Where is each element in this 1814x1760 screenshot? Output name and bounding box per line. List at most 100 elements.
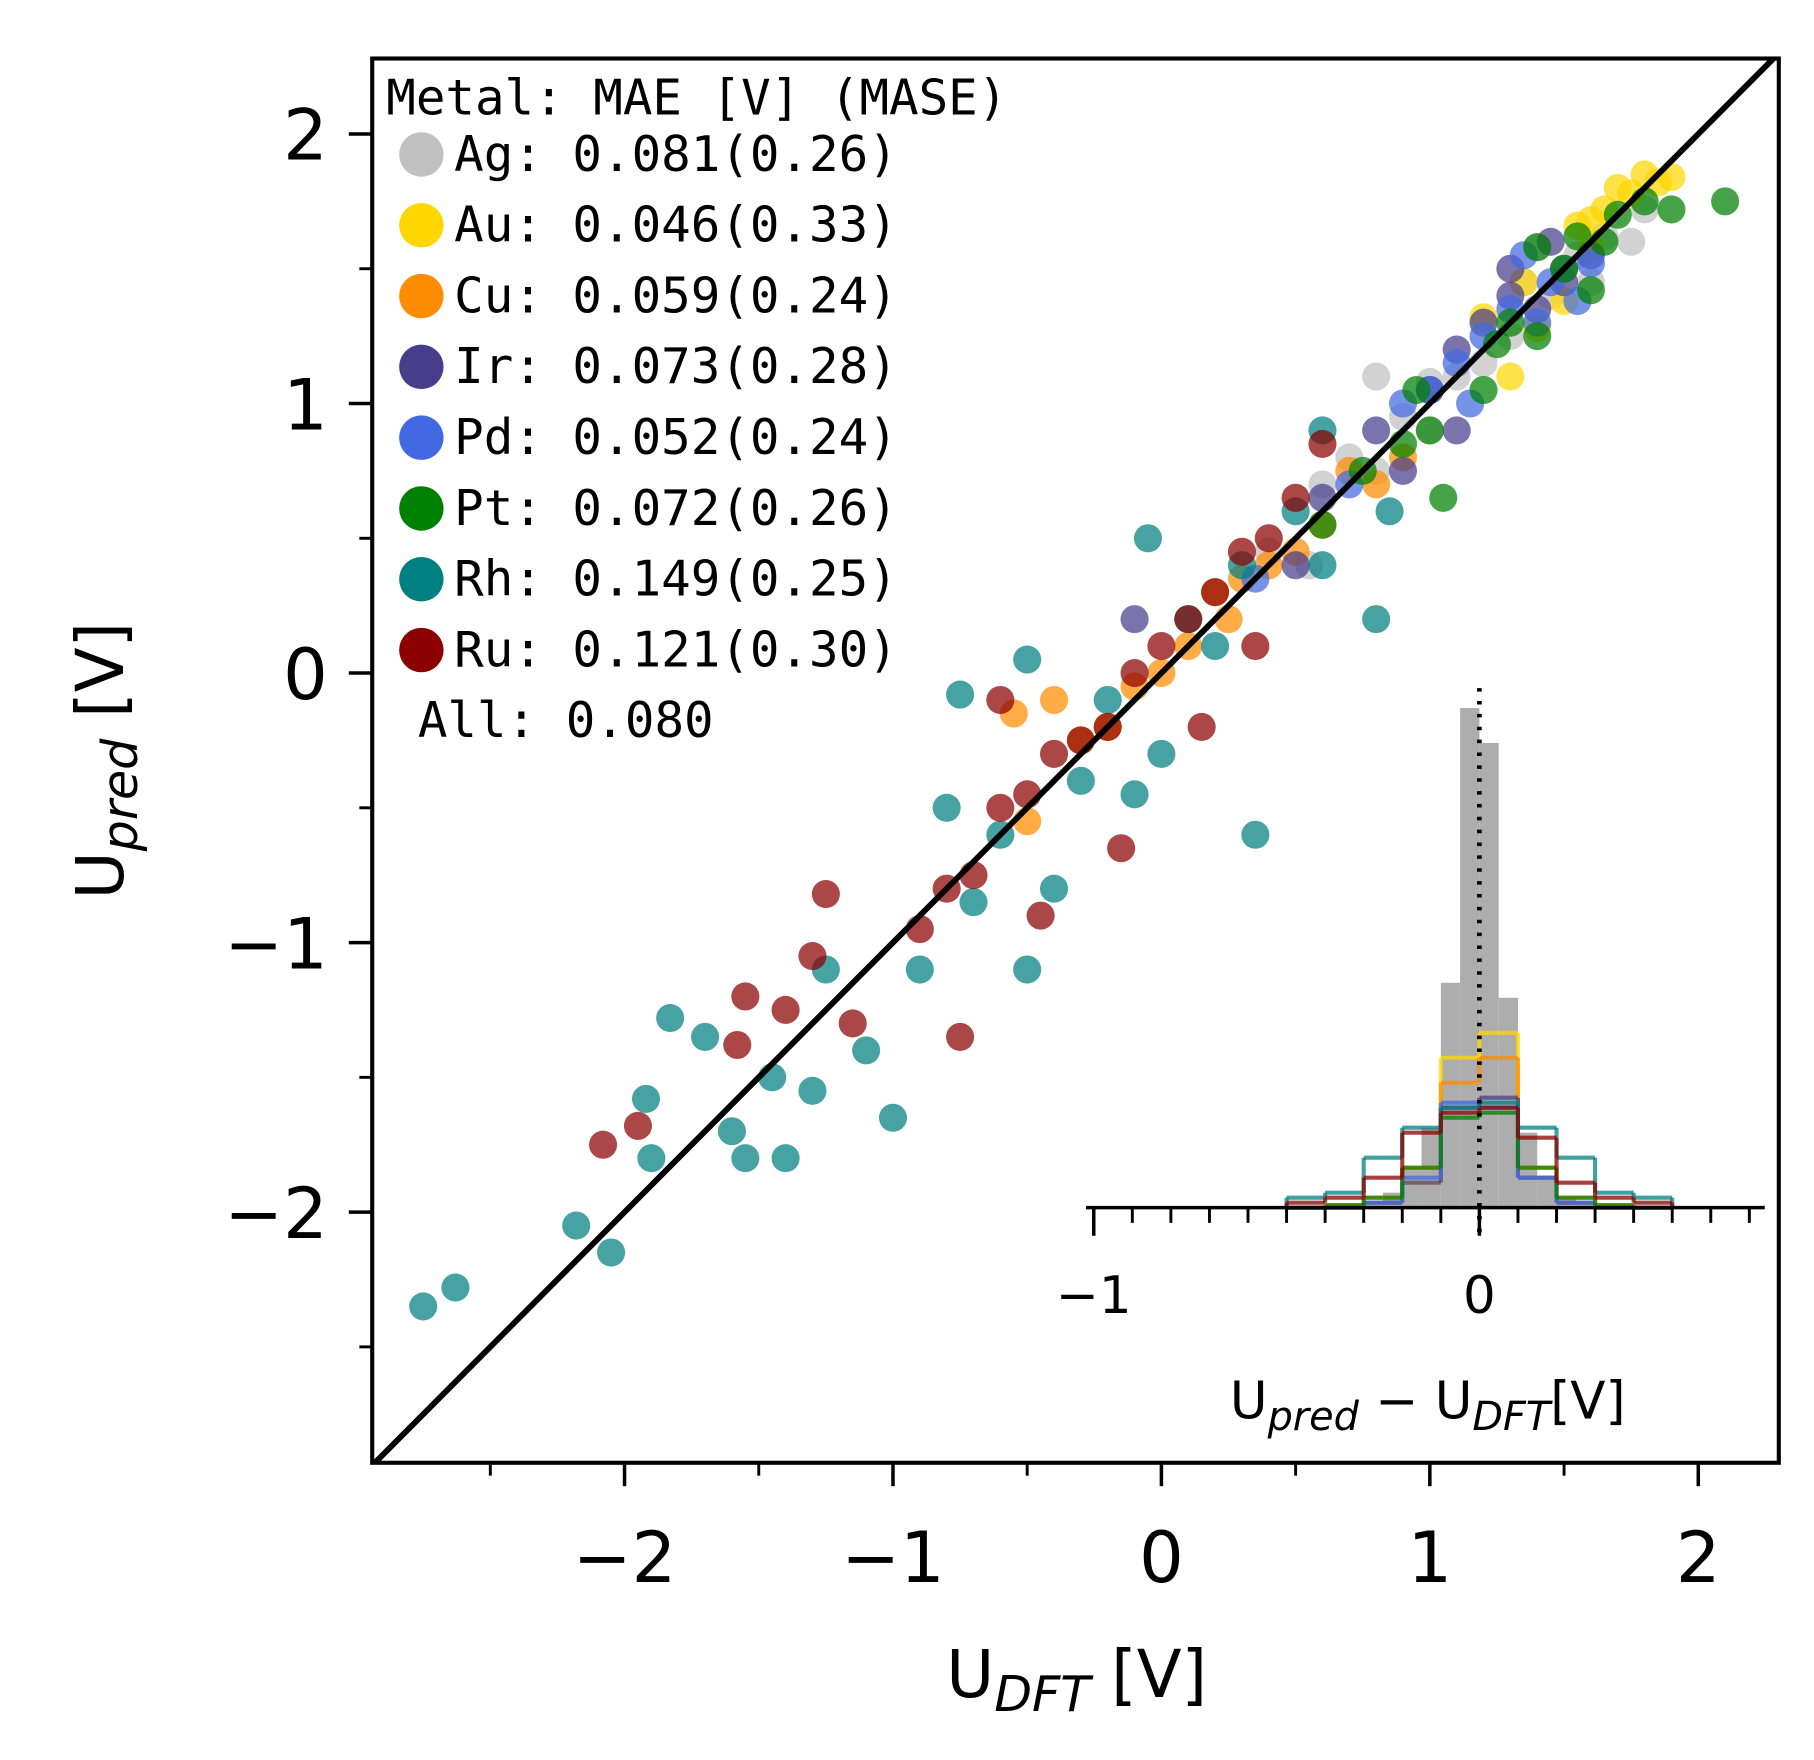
point [1657,195,1686,224]
y-axis-label: Upred [V] [63,622,149,900]
point [1469,375,1498,405]
y-label-sub: pred [91,738,149,853]
point [1039,874,1069,903]
x-tick-label: 1 [1408,1517,1453,1599]
point [1241,820,1270,849]
point [1362,605,1391,634]
legend-marker [399,415,444,460]
x-tick-label: −1 [841,1517,944,1599]
point [838,1009,867,1038]
point [1013,955,1042,984]
point [717,1117,746,1146]
point [1576,249,1605,278]
point [589,1130,618,1159]
point [1133,524,1163,553]
point [1254,524,1283,553]
y-label-unit: [V] [63,622,139,739]
point [771,1144,800,1173]
legend-label: Ag: 0.081(0.26) [454,125,898,183]
point [932,793,961,822]
inset-label-part: [V] [1550,1371,1625,1431]
point [1039,685,1069,715]
hist-bar [1479,742,1499,1208]
point [631,1084,661,1113]
point [1227,537,1256,566]
legend-label: Pt: 0.072(0.26) [454,479,898,537]
point [1496,362,1525,391]
x-label-unit: [V] [1090,1637,1207,1713]
point [1201,578,1230,607]
point [1482,330,1511,359]
hist-bar [1402,1167,1422,1208]
y-tick-label: 2 [283,95,328,177]
legend-label: Ru: 0.121(0.30) [454,620,898,678]
point [1120,605,1149,634]
inset-label-sub: pred [1267,1394,1360,1440]
point [731,1144,760,1173]
point [798,942,827,971]
point [1066,766,1095,795]
point [656,1003,685,1033]
hist-bar [1440,982,1461,1208]
point [1201,632,1230,661]
point [1576,276,1605,305]
legend-marker [399,273,444,319]
point [409,1292,438,1321]
point [723,1030,752,1060]
point [1523,233,1552,262]
point [1523,322,1552,351]
inset-x-label: Upred − UDFT[V] [1230,1371,1626,1440]
point [1120,780,1149,809]
point [637,1144,666,1173]
point [1026,901,1055,930]
y-tick-label: 0 [283,634,328,716]
point [946,680,975,709]
legend-marker [399,344,444,390]
legend-marker [399,203,444,248]
point [1093,685,1122,715]
point [597,1238,626,1267]
point [878,1103,908,1132]
legend-marker [399,557,444,602]
inset-x-tick-label: 0 [1463,1266,1496,1326]
legend-label: Pd: 0.052(0.24) [454,408,898,466]
hist-bar [1382,1192,1403,1208]
legend-marker [399,486,444,531]
point [852,1036,881,1065]
point [1147,739,1176,768]
identity-line [372,58,1776,1463]
plot-area [372,58,1776,1463]
legend-note: All: 0.080 [418,691,714,749]
point [1375,497,1404,526]
point [1442,416,1471,445]
x-label-main: U [946,1637,994,1713]
x-tick-label: −2 [573,1517,676,1599]
point [1362,416,1391,445]
plot-frame [370,56,1781,1465]
point [1039,739,1069,768]
point [1415,416,1444,445]
point [1241,632,1270,661]
point [1563,222,1592,251]
point [1711,187,1740,216]
x-axis-label: UDFT [V] [946,1637,1207,1723]
point [905,955,934,984]
legend-label: Au: 0.046(0.33) [454,196,898,254]
point [1107,834,1136,863]
inset-label-part: U [1230,1371,1268,1431]
point [623,1111,653,1140]
point [798,1076,827,1105]
point [1147,632,1176,661]
legend: Metal: MAE [V] (MASE)Ag: 0.081(0.26) Au: … [386,69,1007,750]
inset-label-sub: DFT [1472,1394,1552,1440]
legend-label: Cu: 0.059(0.24) [454,266,898,324]
point [1187,712,1216,741]
y-tick-label: −2 [224,1173,328,1255]
point [1402,375,1431,405]
point [1174,605,1203,634]
y-tick-label: 1 [283,364,328,446]
axes: −2 −1 0 1 2 −2 −1 0 1 2 [224,56,1781,1599]
hist-bar [1460,707,1480,1208]
point [946,1022,975,1051]
